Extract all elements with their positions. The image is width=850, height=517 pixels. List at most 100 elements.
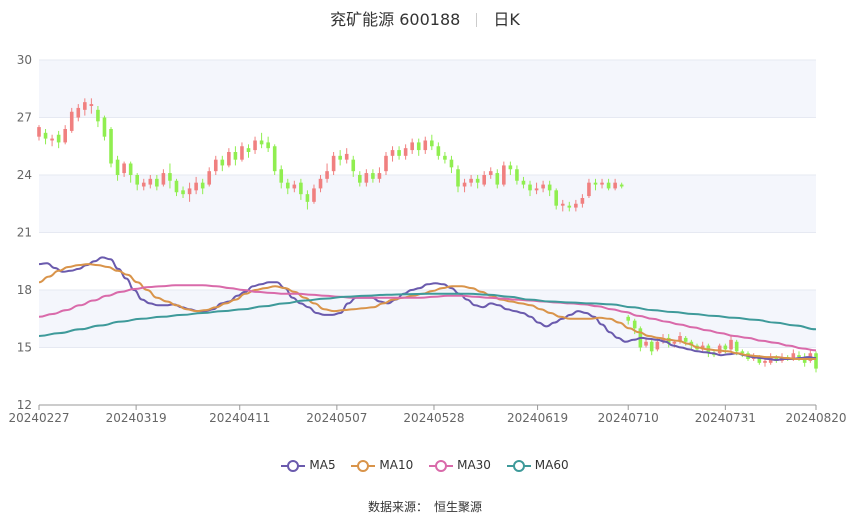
candle-body	[502, 165, 506, 185]
candle-body	[312, 188, 316, 202]
candle-body	[220, 159, 225, 166]
candle-body	[683, 337, 688, 342]
y-tick-label: 30	[17, 53, 32, 67]
candle-body	[37, 127, 41, 137]
candle-body	[174, 180, 179, 193]
legend-item-ma30[interactable]: MA30	[429, 458, 491, 472]
candle-body	[462, 182, 467, 187]
candle-body	[331, 155, 336, 172]
candle-body	[541, 184, 545, 189]
candle-body	[266, 142, 270, 149]
candle-body	[723, 345, 728, 350]
candle-body	[528, 184, 532, 191]
candle-body	[115, 159, 120, 175]
data-source: 数据来源： 恒生聚源	[0, 498, 850, 515]
candle-body	[148, 178, 153, 185]
series-ma10-line	[38, 263, 816, 360]
candle-body	[292, 184, 297, 189]
legend: MA5 MA10 MA30 MA60	[0, 458, 850, 472]
candle-body	[416, 142, 421, 151]
x-tick-label: 20240710	[598, 411, 659, 425]
x-tick-label: 20240528	[403, 411, 464, 425]
candle-body	[390, 150, 395, 156]
x-axis: 20240227 20240319 20240411 20240507 20240528…	[8, 404, 847, 425]
candle-body	[240, 146, 244, 160]
candle-body	[649, 341, 654, 352]
series-ma5-line	[38, 256, 817, 362]
candle-body	[325, 171, 329, 179]
candle-body	[554, 190, 559, 206]
candle-body	[521, 180, 526, 185]
candle-body	[161, 173, 166, 185]
candle-body	[423, 140, 428, 151]
candle-body	[600, 182, 604, 185]
candle-body	[135, 175, 140, 185]
candle-body	[318, 178, 323, 189]
legend-item-ma5[interactable]: MA5	[281, 458, 336, 472]
candle-body	[814, 353, 818, 369]
y-axis-ticks: 12 15 18 21 24 27 30	[17, 53, 32, 412]
candle-body	[351, 159, 356, 172]
x-tick-label: 20240820	[785, 411, 846, 425]
candle-body	[661, 337, 665, 342]
candles	[37, 98, 818, 373]
y-tick-label: 15	[17, 341, 32, 355]
candle-body	[194, 182, 198, 191]
x-tick-label: 20240319	[106, 411, 167, 425]
candle-body	[305, 194, 310, 202]
candle-body	[729, 339, 733, 350]
candle-body	[50, 138, 54, 141]
candle-body	[187, 188, 192, 195]
candle-body	[122, 163, 126, 174]
candle-body	[155, 178, 159, 187]
candle-body	[717, 345, 722, 354]
candle-body	[619, 184, 624, 187]
title-period: 日K	[493, 10, 520, 29]
ma60-marker-icon	[506, 459, 531, 472]
candle-body	[443, 155, 447, 160]
candle-body	[246, 148, 251, 152]
series-ma60-line	[38, 292, 817, 337]
candle-body	[141, 182, 146, 187]
candle-body	[655, 341, 660, 350]
candle-body	[560, 203, 565, 206]
moving-average-lines	[38, 256, 817, 362]
y-tick-label: 18	[17, 283, 32, 297]
title-divider	[476, 13, 478, 27]
candle-body	[791, 353, 796, 359]
candle-body	[168, 173, 172, 181]
candle-body	[377, 173, 382, 179]
candle-body	[632, 320, 637, 329]
candle-body	[495, 173, 500, 185]
candle-body	[259, 140, 264, 145]
x-tick-label: 20240411	[209, 411, 270, 425]
candle-body	[364, 173, 369, 183]
candle-body	[200, 182, 205, 189]
candle-body	[580, 198, 585, 204]
candle-body	[488, 171, 493, 175]
candle-body	[272, 146, 277, 172]
candle-body	[626, 316, 631, 321]
candle-body	[69, 111, 74, 131]
y-tick-label: 27	[17, 111, 32, 125]
legend-label-ma5: MA5	[309, 458, 336, 472]
candle-body	[410, 142, 414, 151]
candle-body	[384, 155, 388, 172]
candle-body	[469, 178, 473, 183]
source-value: 恒生聚源	[434, 500, 483, 514]
legend-item-ma10[interactable]: MA10	[351, 458, 413, 472]
candle-body	[403, 148, 408, 156]
candle-body	[213, 159, 218, 172]
candle-body	[547, 184, 552, 191]
candle-body	[644, 341, 648, 346]
y-tick-label: 24	[17, 168, 32, 182]
candle-body	[63, 129, 67, 143]
legend-item-ma60[interactable]: MA60	[506, 458, 569, 472]
candle-body	[757, 357, 762, 363]
chart-title: 兖矿能源 600188 日K	[0, 6, 850, 30]
candle-body	[515, 169, 519, 181]
candle-body	[358, 175, 362, 183]
x-tick-label: 20240227	[8, 411, 69, 425]
candle-body	[534, 188, 539, 191]
candle-body	[734, 341, 739, 352]
